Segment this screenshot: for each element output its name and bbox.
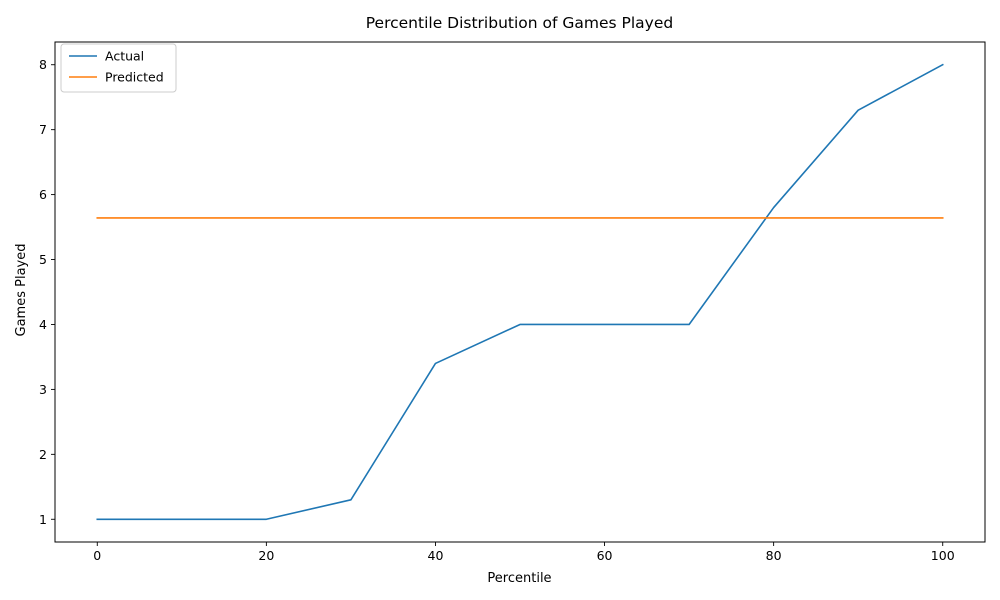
legend-label-predicted: Predicted <box>105 70 164 85</box>
x-tick-label: 100 <box>931 548 955 563</box>
axes-frame <box>54 41 986 543</box>
x-tick-label: 20 <box>258 548 274 563</box>
y-tick-label: 6 <box>39 187 47 202</box>
plot-area <box>96 63 944 521</box>
x-tick-label: 40 <box>428 548 444 563</box>
x-axis-ticks: 0 20 40 60 80 100 <box>93 542 955 563</box>
y-tick-label: 5 <box>39 252 47 267</box>
y-tick-label: 3 <box>39 382 47 397</box>
legend: Actual Predicted <box>60 43 177 93</box>
x-tick-label: 80 <box>766 548 782 563</box>
x-tick-label: 60 <box>597 548 613 563</box>
legend-label-actual: Actual <box>105 49 144 64</box>
chart-title: Percentile Distribution of Games Played <box>366 14 673 32</box>
x-tick-label: 0 <box>93 548 101 563</box>
y-axis-label: Games Played <box>14 244 29 337</box>
y-tick-label: 7 <box>39 122 47 137</box>
y-axis-ticks: 1 2 3 4 5 6 7 8 <box>39 57 55 527</box>
series-line-actual <box>96 63 944 521</box>
x-axis-label: Percentile <box>487 571 551 586</box>
y-tick-label: 2 <box>39 447 47 462</box>
y-tick-label: 4 <box>39 317 47 332</box>
y-tick-label: 1 <box>39 512 47 527</box>
y-tick-label: 8 <box>39 57 47 72</box>
